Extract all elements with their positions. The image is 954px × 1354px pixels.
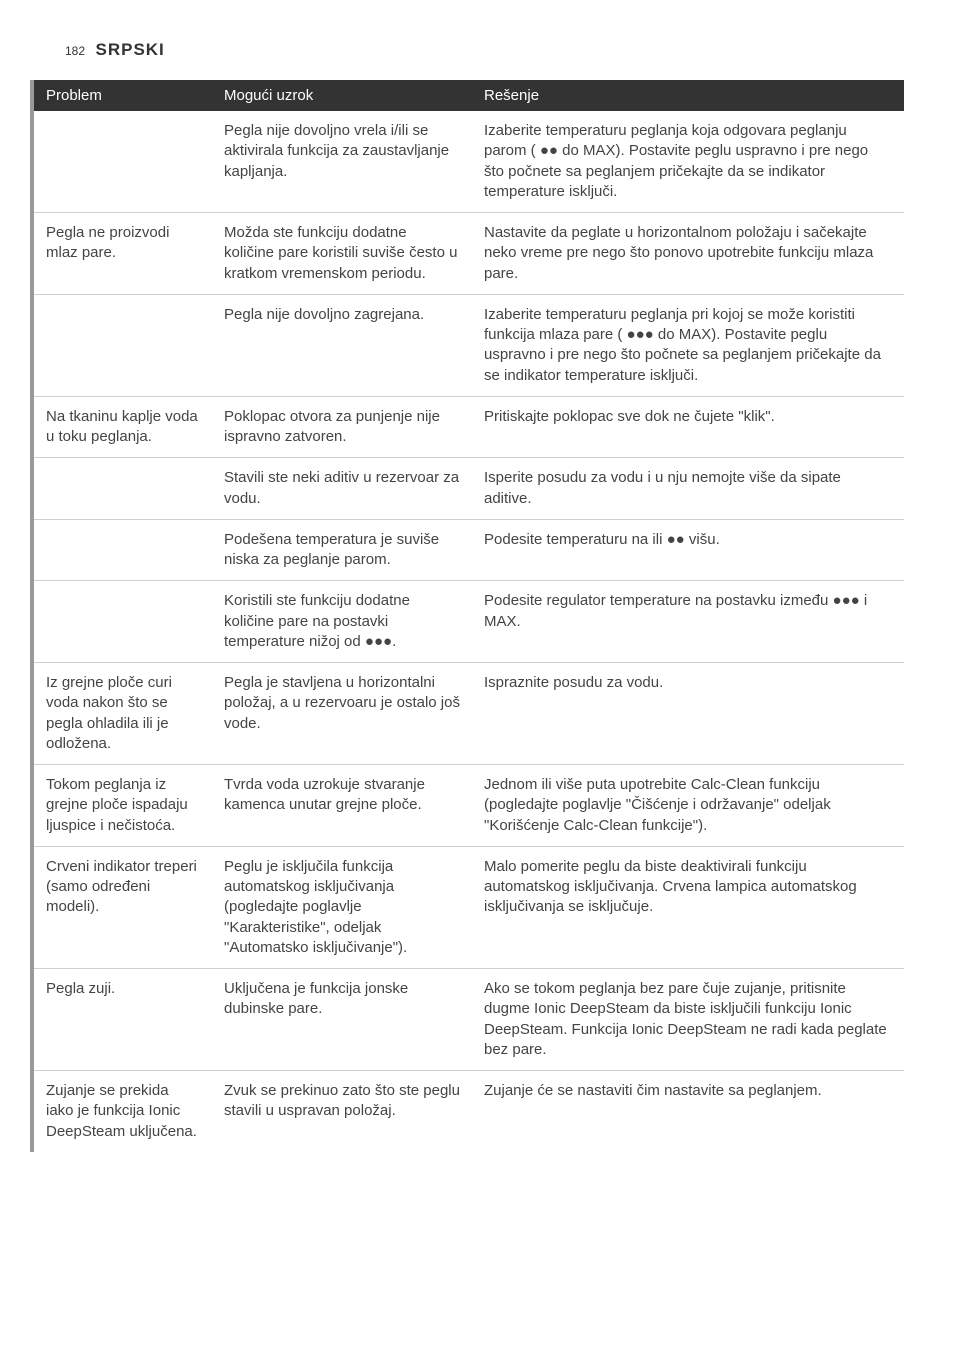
troubleshoot-table: Problem Mogući uzrok Rešenje Pegla nije … <box>30 80 904 1152</box>
cell-cause: Stavili ste neki aditiv u rezervoar za v… <box>212 458 472 520</box>
cell-solution: Nastavite da peglate u horizontalnom pol… <box>472 213 904 295</box>
cell-problem <box>32 111 212 213</box>
table-row: Crveni indikator treperi (samo određeni … <box>32 846 904 968</box>
cell-solution: Izaberite temperaturu peglanja koja odgo… <box>472 111 904 213</box>
table-row: Stavili ste neki aditiv u rezervoar za v… <box>32 458 904 520</box>
section-title: SRPSKI <box>95 40 164 59</box>
table-row: Iz grejne ploče curi voda nakon što se p… <box>32 663 904 765</box>
cell-problem: Crveni indikator treperi (samo određeni … <box>32 846 212 968</box>
cell-problem <box>32 519 212 581</box>
table-row: Zujanje se prekida iako je funkcija Ioni… <box>32 1071 904 1152</box>
cell-problem <box>32 581 212 663</box>
table-header-row: Problem Mogući uzrok Rešenje <box>32 80 904 111</box>
cell-cause: Pegla nije dovoljno vrela i/ili se aktiv… <box>212 111 472 213</box>
table-row: Pegla zuji. Uključena je funkcija jonske… <box>32 969 904 1071</box>
cell-cause: Zvuk se prekinuo zato što ste peglu stav… <box>212 1071 472 1152</box>
cell-solution: Malo pomerite peglu da biste deaktiviral… <box>472 846 904 968</box>
header-cause: Mogući uzrok <box>212 80 472 111</box>
table-row: Podešena temperatura je suviše niska za … <box>32 519 904 581</box>
cell-problem: Pegla zuji. <box>32 969 212 1071</box>
cell-cause: Koristili ste funkciju dodatne količine … <box>212 581 472 663</box>
cell-solution: Izaberite temperaturu peglanja pri kojoj… <box>472 294 904 396</box>
table-row: Koristili ste funkciju dodatne količine … <box>32 581 904 663</box>
cell-problem: Pegla ne proizvodi mlaz pare. <box>32 213 212 295</box>
cell-problem: Tokom peglanja iz grejne ploče ispadaju … <box>32 765 212 847</box>
cell-solution: Ako se tokom peglanja bez pare čuje zuja… <box>472 969 904 1071</box>
table-body: Pegla nije dovoljno vrela i/ili se aktiv… <box>32 111 904 1152</box>
cell-solution: Podesite regulator temperature na postav… <box>472 581 904 663</box>
cell-solution: Jednom ili više puta upotrebite Calc-Cle… <box>472 765 904 847</box>
cell-problem: Zujanje se prekida iako je funkcija Ioni… <box>32 1071 212 1152</box>
cell-solution: Pritiskajte poklopac sve dok ne čujete "… <box>472 396 904 458</box>
cell-cause: Pegla nije dovoljno zagrejana. <box>212 294 472 396</box>
cell-cause: Peglu je isključila funkcija automatskog… <box>212 846 472 968</box>
cell-solution: Isperite posudu za vodu i u nju nemojte … <box>472 458 904 520</box>
cell-problem: Na tkaninu kaplje voda u toku peglanja. <box>32 396 212 458</box>
table-row: Pegla nije dovoljno zagrejana. Izaberite… <box>32 294 904 396</box>
table-row: Pegla nije dovoljno vrela i/ili se aktiv… <box>32 111 904 213</box>
table-row: Pegla ne proizvodi mlaz pare. Možda ste … <box>32 213 904 295</box>
cell-cause: Poklopac otvora za punjenje nije ispravn… <box>212 396 472 458</box>
header-problem: Problem <box>32 80 212 111</box>
cell-solution: Ispraznite posudu za vodu. <box>472 663 904 765</box>
cell-problem <box>32 294 212 396</box>
cell-cause: Možda ste funkciju dodatne količine pare… <box>212 213 472 295</box>
table-row: Tokom peglanja iz grejne ploče ispadaju … <box>32 765 904 847</box>
cell-cause: Pegla je stavljena u horizontalni položa… <box>212 663 472 765</box>
table-row: Na tkaninu kaplje voda u toku peglanja. … <box>32 396 904 458</box>
cell-cause: Uključena je funkcija jonske dubinske pa… <box>212 969 472 1071</box>
cell-problem: Iz grejne ploče curi voda nakon što se p… <box>32 663 212 765</box>
page-header: 182 SRPSKI <box>30 40 904 60</box>
cell-cause: Tvrda voda uzrokuje stvaranje kamenca un… <box>212 765 472 847</box>
cell-solution: Zujanje će se nastaviti čim nastavite sa… <box>472 1071 904 1152</box>
page-number: 182 <box>65 44 85 58</box>
cell-problem <box>32 458 212 520</box>
cell-cause: Podešena temperatura je suviše niska za … <box>212 519 472 581</box>
cell-solution: Podesite temperaturu na ili ●● višu. <box>472 519 904 581</box>
header-solution: Rešenje <box>472 80 904 111</box>
